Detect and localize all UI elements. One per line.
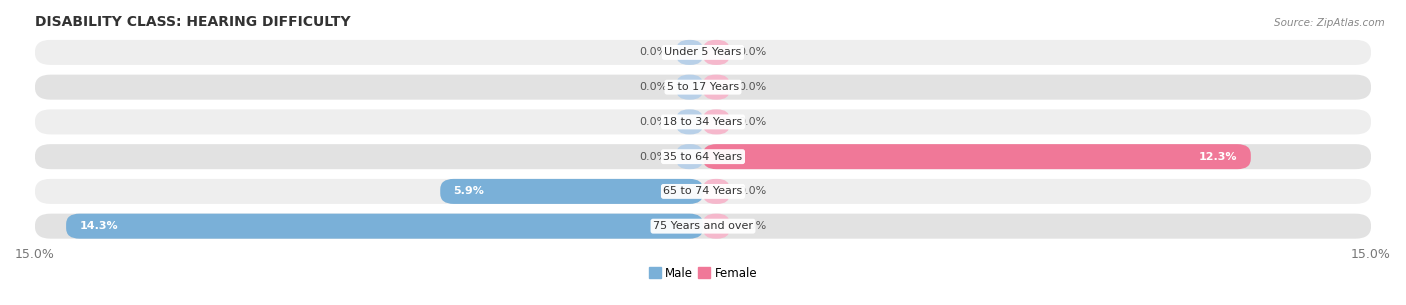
FancyBboxPatch shape: [676, 109, 703, 135]
FancyBboxPatch shape: [676, 144, 703, 169]
FancyBboxPatch shape: [440, 179, 703, 204]
Text: 0.0%: 0.0%: [738, 186, 766, 196]
FancyBboxPatch shape: [35, 75, 1371, 100]
FancyBboxPatch shape: [35, 179, 1371, 204]
Text: 0.0%: 0.0%: [640, 117, 668, 127]
FancyBboxPatch shape: [703, 214, 730, 239]
FancyBboxPatch shape: [35, 109, 1371, 135]
Text: 0.0%: 0.0%: [738, 82, 766, 92]
Text: 75 Years and over: 75 Years and over: [652, 221, 754, 231]
Text: 0.0%: 0.0%: [640, 47, 668, 57]
FancyBboxPatch shape: [703, 179, 730, 204]
FancyBboxPatch shape: [703, 109, 730, 135]
Text: Under 5 Years: Under 5 Years: [665, 47, 741, 57]
Text: 65 to 74 Years: 65 to 74 Years: [664, 186, 742, 196]
Text: 0.0%: 0.0%: [738, 221, 766, 231]
FancyBboxPatch shape: [35, 214, 1371, 239]
FancyBboxPatch shape: [676, 75, 703, 100]
Legend: Male, Female: Male, Female: [644, 262, 762, 285]
Text: 0.0%: 0.0%: [738, 117, 766, 127]
FancyBboxPatch shape: [703, 75, 730, 100]
Text: DISABILITY CLASS: HEARING DIFFICULTY: DISABILITY CLASS: HEARING DIFFICULTY: [35, 15, 350, 29]
Text: 5 to 17 Years: 5 to 17 Years: [666, 82, 740, 92]
Text: 18 to 34 Years: 18 to 34 Years: [664, 117, 742, 127]
FancyBboxPatch shape: [676, 40, 703, 65]
Text: 14.3%: 14.3%: [80, 221, 118, 231]
FancyBboxPatch shape: [35, 144, 1371, 169]
Text: 0.0%: 0.0%: [738, 47, 766, 57]
Text: 0.0%: 0.0%: [640, 82, 668, 92]
FancyBboxPatch shape: [703, 144, 1251, 169]
Text: 0.0%: 0.0%: [640, 152, 668, 162]
FancyBboxPatch shape: [703, 40, 730, 65]
Text: Source: ZipAtlas.com: Source: ZipAtlas.com: [1274, 18, 1385, 28]
FancyBboxPatch shape: [35, 40, 1371, 65]
Text: 5.9%: 5.9%: [454, 186, 485, 196]
Text: 12.3%: 12.3%: [1199, 152, 1237, 162]
FancyBboxPatch shape: [66, 214, 703, 239]
Text: 35 to 64 Years: 35 to 64 Years: [664, 152, 742, 162]
